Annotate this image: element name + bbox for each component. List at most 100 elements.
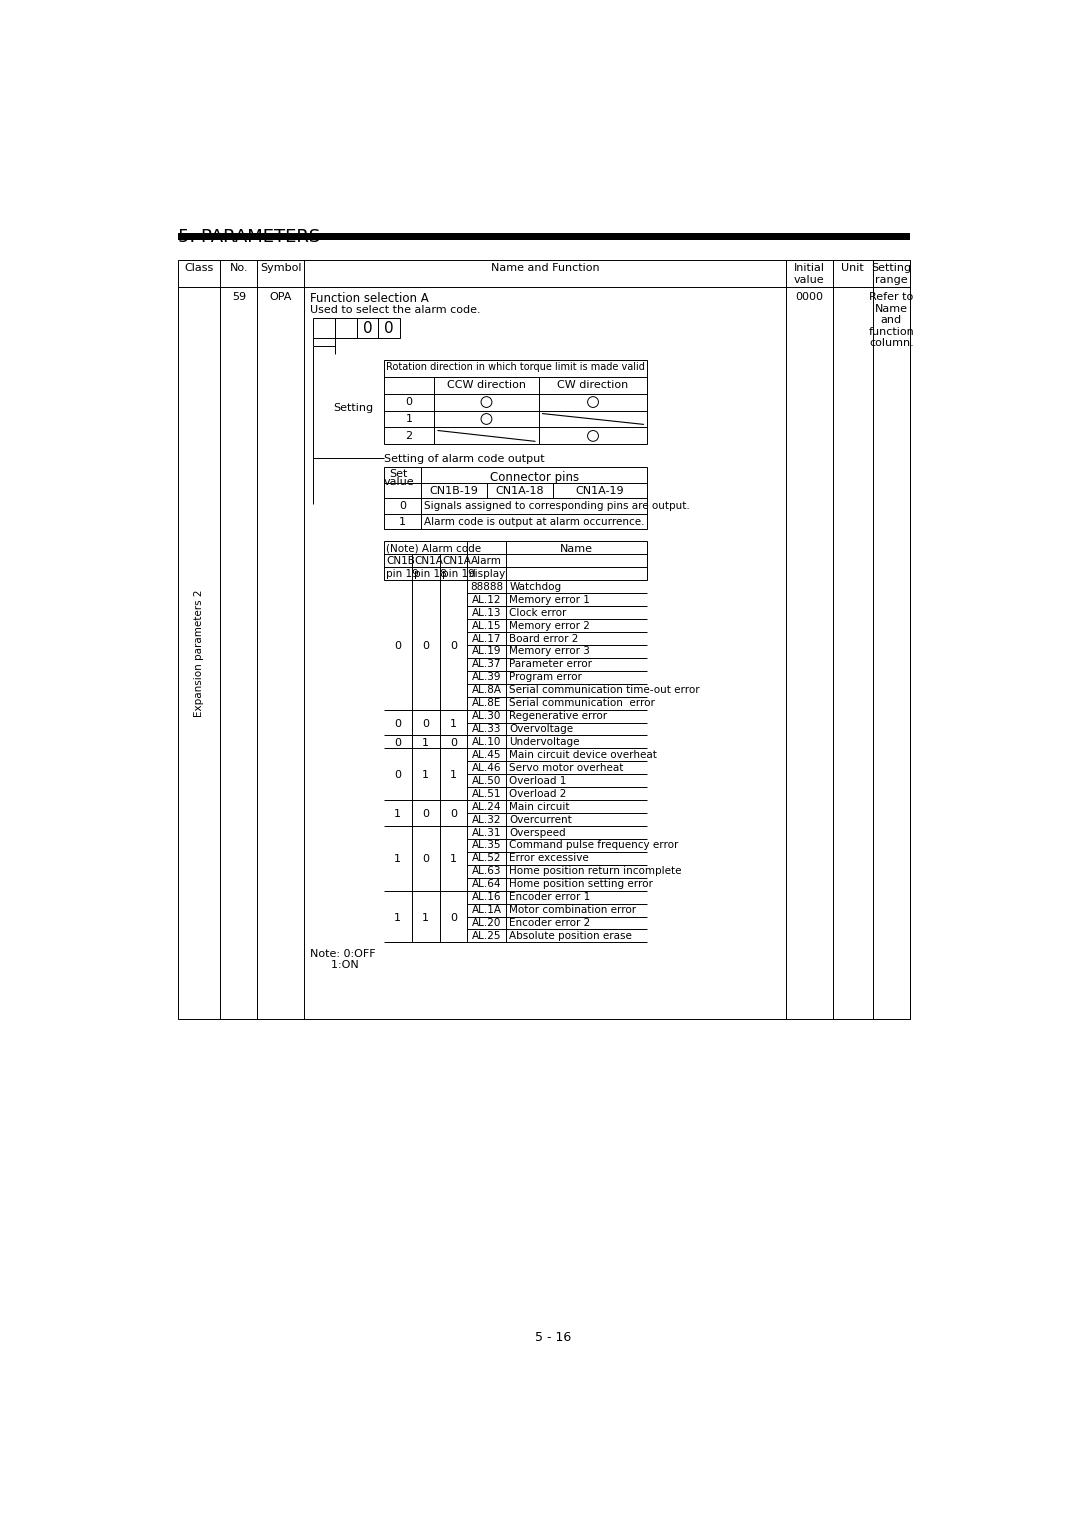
Text: Overload 2: Overload 2 [510,788,567,799]
Text: Main circuit device overheat: Main circuit device overheat [510,750,658,759]
Text: Name: Name [561,544,593,553]
Text: Home position setting error: Home position setting error [510,879,653,889]
Text: AL.46: AL.46 [472,762,501,773]
Text: Setting of alarm code output: Setting of alarm code output [383,454,544,463]
Text: AL.10: AL.10 [472,736,501,747]
Text: Alarm code is output at alarm occurrence.: Alarm code is output at alarm occurrence… [424,516,645,527]
Bar [177,234,910,240]
Text: AL.52: AL.52 [472,854,501,863]
Text: 0: 0 [422,854,429,865]
Text: CN1A: CN1A [442,556,471,565]
Text: Overvoltage: Overvoltage [510,724,573,733]
Text: AL.63: AL.63 [472,866,501,877]
Text: AL.30: AL.30 [472,711,501,721]
Bar [383,359,647,445]
Text: AL.25: AL.25 [472,931,501,941]
Text: Overcurrent: Overcurrent [510,814,572,825]
Text: Used to select the alarm code.: Used to select the alarm code. [310,306,481,315]
Text: Clock error: Clock error [510,608,567,617]
Text: Setting
range: Setting range [872,263,912,286]
Text: 0: 0 [450,738,457,749]
Text: Encoder error 1: Encoder error 1 [510,892,591,902]
Text: CCW direction: CCW direction [447,380,526,390]
Text: pin 19: pin 19 [442,568,474,579]
Text: Parameter error: Parameter error [510,660,592,669]
Text: AL.17: AL.17 [472,634,501,643]
Text: Symbol: Symbol [260,263,301,274]
Text: 0: 0 [422,810,429,819]
Text: Function selection A: Function selection A [310,292,429,306]
Text: 0: 0 [384,321,394,336]
Text: 1: 1 [422,912,429,923]
Text: (Note) Alarm code: (Note) Alarm code [387,544,482,553]
Text: Serial communication  error: Serial communication error [510,698,656,707]
Text: Rotation direction in which torque limit is made valid: Rotation direction in which torque limit… [386,362,645,371]
Bar [378,318,400,338]
Text: 1: 1 [394,912,402,923]
Bar [335,318,356,338]
Text: pin 19: pin 19 [387,568,419,579]
Text: Overspeed: Overspeed [510,828,566,837]
Text: Initial
value: Initial value [794,263,825,286]
Text: AL.39: AL.39 [472,672,501,683]
Text: 0: 0 [405,397,413,406]
Text: 1: 1 [450,770,457,781]
Text: Memory error 1: Memory error 1 [510,594,590,605]
Text: AL.8A: AL.8A [472,685,502,695]
Text: 0000: 0000 [795,292,823,303]
Text: CN1A: CN1A [414,556,443,565]
Text: Board error 2: Board error 2 [510,634,579,643]
Bar [356,318,378,338]
Text: Home position return incomplete: Home position return incomplete [510,866,681,877]
Text: AL.13: AL.13 [472,608,501,617]
Text: Unit: Unit [841,263,864,274]
Text: 1: 1 [405,414,413,423]
Text: Motor combination error: Motor combination error [510,905,636,915]
Text: AL.8E: AL.8E [472,698,501,707]
Text: 1: 1 [422,738,429,749]
Text: Setting: Setting [334,403,374,413]
Text: 59: 59 [232,292,246,303]
Text: Note: 0:OFF
      1:ON: Note: 0:OFF 1:ON [310,949,376,970]
Text: Signals assigned to corresponding pins are output.: Signals assigned to corresponding pins a… [424,501,690,512]
Text: 0: 0 [450,810,457,819]
Text: AL.19: AL.19 [472,646,501,657]
Text: Expansion parameters 2: Expansion parameters 2 [194,590,204,717]
Text: 0: 0 [394,770,402,781]
Text: Refer to
Name
and
function
column.: Refer to Name and function column. [868,292,915,348]
Text: Serial communication time-out error: Serial communication time-out error [510,685,700,695]
Text: 5 - 16: 5 - 16 [536,1331,571,1343]
Text: Class: Class [185,263,214,274]
Text: Watchdog: Watchdog [510,582,562,591]
Text: 88888: 88888 [470,582,503,591]
Bar [177,260,910,1019]
Text: AL.24: AL.24 [472,802,501,811]
Text: 1: 1 [450,718,457,729]
Text: 1: 1 [399,516,406,527]
Text: 0: 0 [422,718,429,729]
Text: 0: 0 [450,642,457,651]
Text: 0: 0 [422,642,429,651]
Text: AL.31: AL.31 [472,828,501,837]
Text: AL.12: AL.12 [472,594,501,605]
Text: Regenerative error: Regenerative error [510,711,607,721]
Text: CN1A-18: CN1A-18 [496,486,544,497]
Text: AL.64: AL.64 [472,879,501,889]
Bar [383,468,647,529]
Text: Memory error 2: Memory error 2 [510,620,590,631]
Text: display: display [469,568,505,579]
Text: Connector pins: Connector pins [489,471,579,483]
Text: 1: 1 [394,810,402,819]
Text: Program error: Program error [510,672,582,683]
Text: Encoder error 2: Encoder error 2 [510,918,591,927]
Bar [383,541,647,581]
Text: 0: 0 [394,738,402,749]
Text: 1: 1 [422,770,429,781]
Text: Command pulse frequency error: Command pulse frequency error [510,840,678,851]
Text: Absolute position erase: Absolute position erase [510,931,632,941]
Text: AL.32: AL.32 [472,814,501,825]
Text: Error excessive: Error excessive [510,854,589,863]
Bar [313,318,335,338]
Text: AL.37: AL.37 [472,660,501,669]
Text: 2: 2 [405,431,413,440]
